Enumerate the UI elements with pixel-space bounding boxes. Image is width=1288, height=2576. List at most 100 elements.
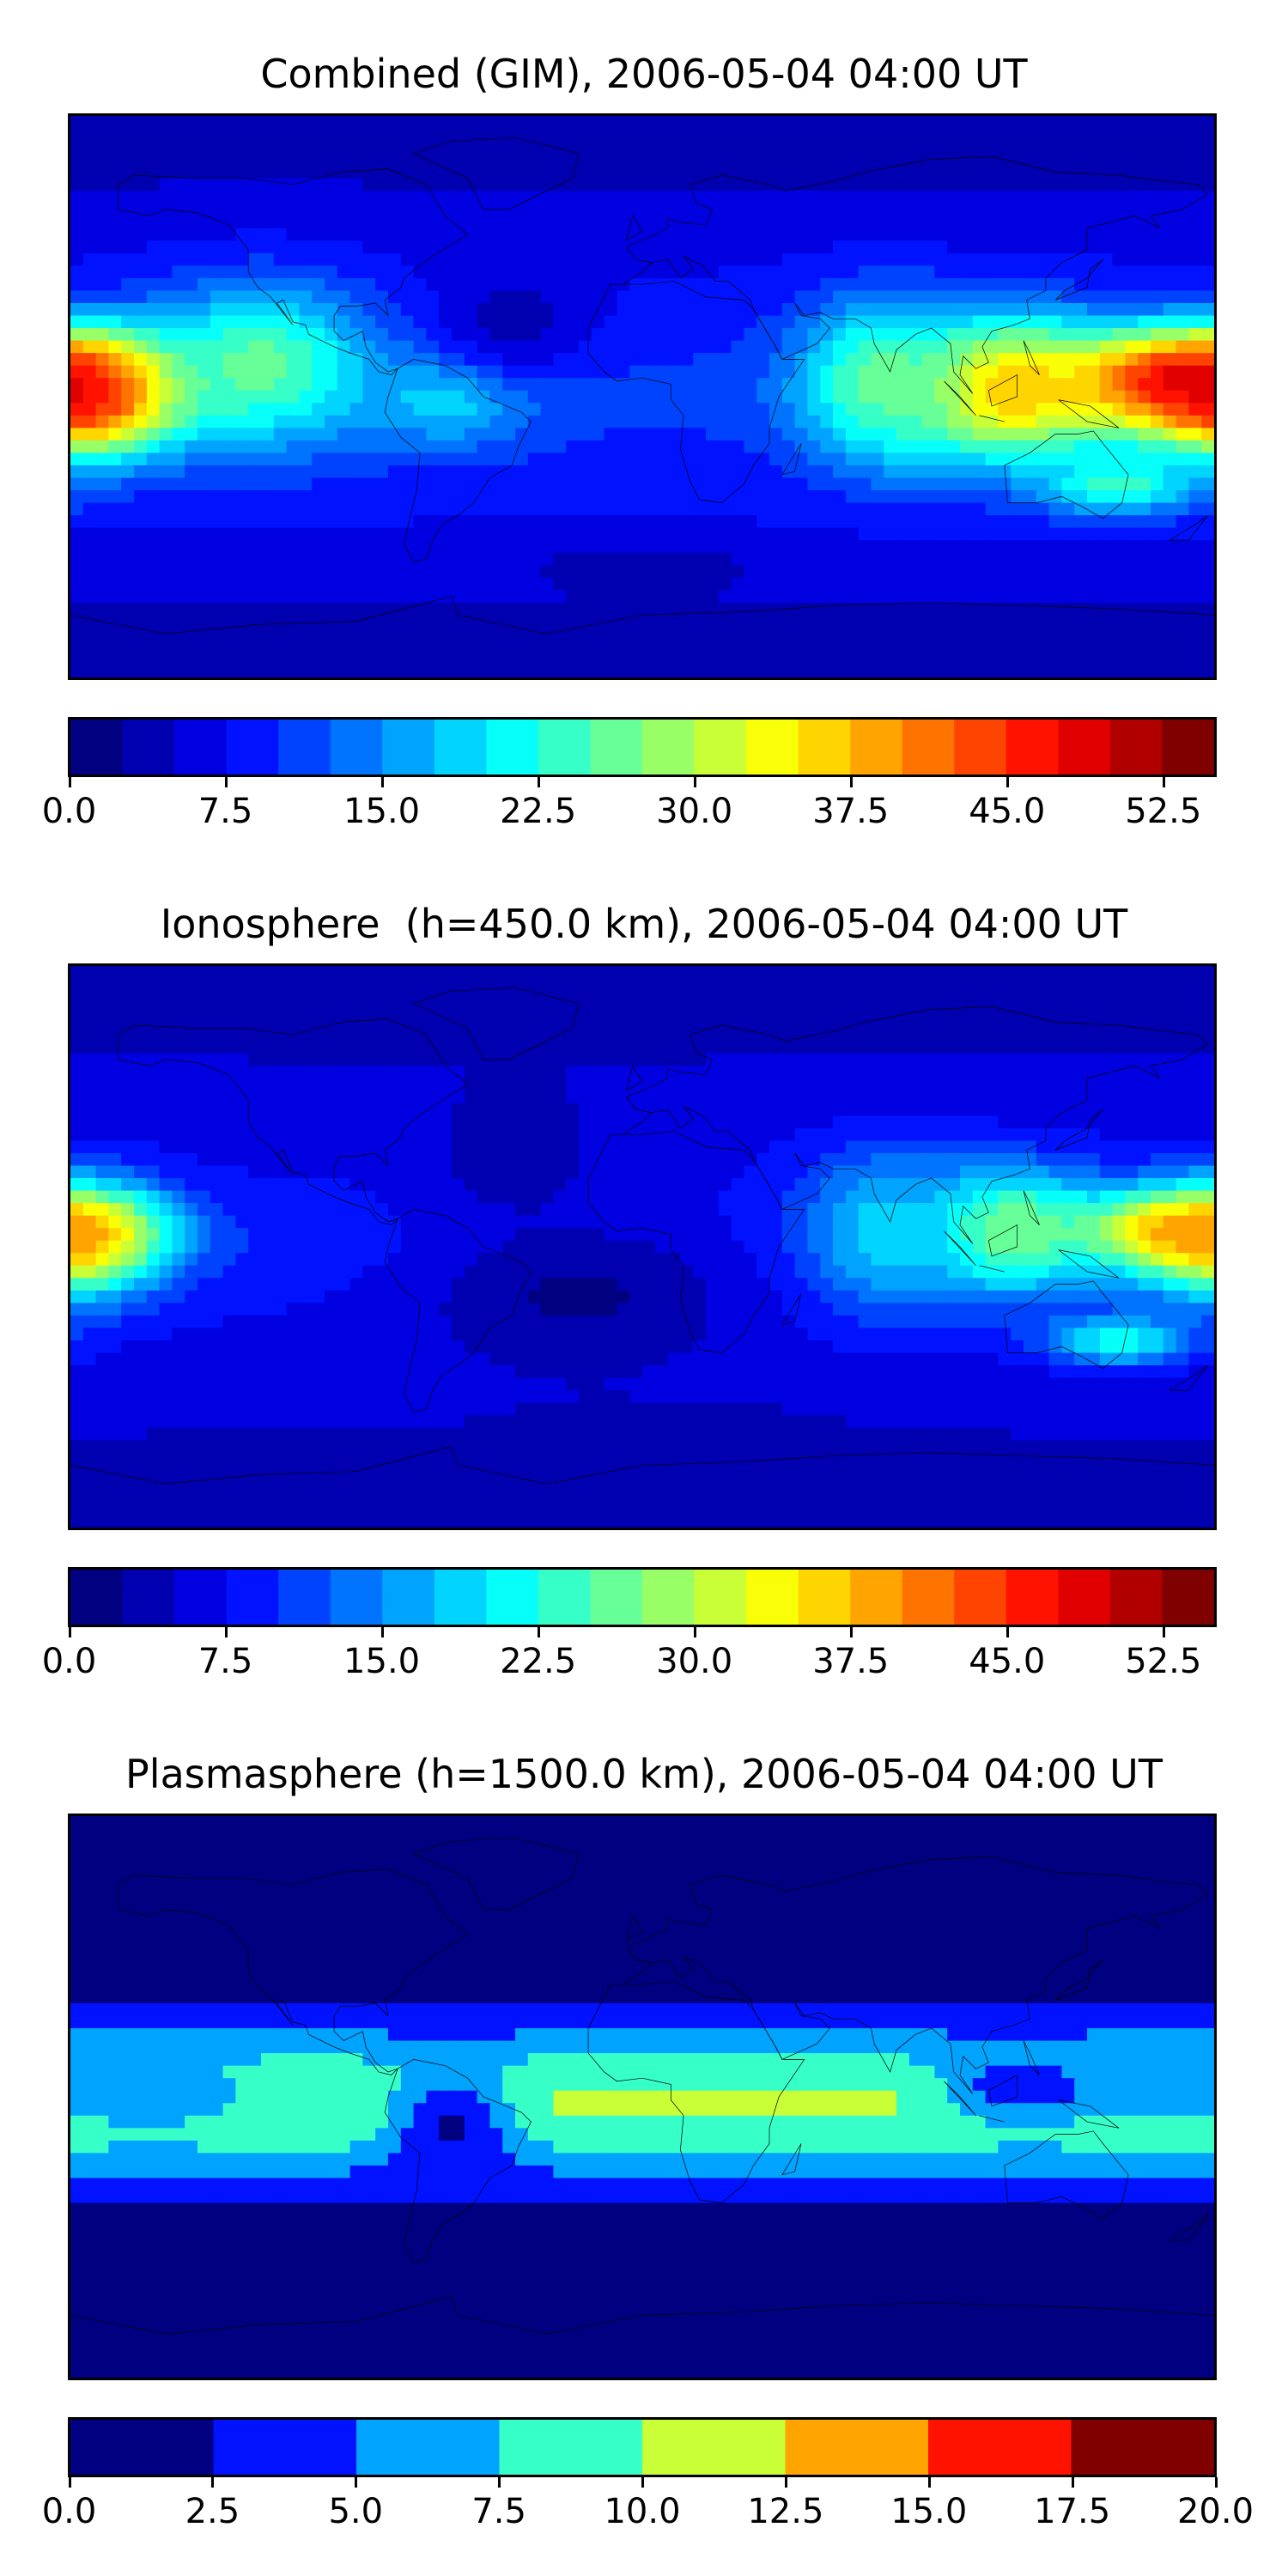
- field-cell: [1099, 665, 1114, 677]
- coastline: [611, 156, 1208, 393]
- field-cell: [1125, 415, 1139, 429]
- field-cell: [591, 153, 605, 167]
- field-cell: [82, 577, 97, 592]
- field-cell: [540, 652, 555, 666]
- field-cell: [452, 428, 465, 441]
- field-cell: [375, 665, 390, 677]
- field-cell: [261, 216, 275, 229]
- field-cell: [807, 228, 822, 242]
- field-cell: [896, 328, 910, 342]
- field-cell: [185, 252, 199, 267]
- field-cell: [146, 453, 161, 467]
- field-cell: [629, 552, 644, 567]
- field-cell: [934, 453, 949, 467]
- field-cell: [820, 191, 835, 204]
- field-cell: [146, 665, 161, 677]
- field-cell: [1112, 265, 1127, 280]
- field-cell: [566, 453, 580, 467]
- field-cell: [439, 966, 453, 980]
- field-cell: [845, 178, 860, 192]
- field-cell: [1163, 1053, 1177, 1067]
- field-cell: [908, 966, 923, 980]
- field-cell: [273, 240, 288, 254]
- field-cell: [489, 652, 504, 666]
- field-cell: [70, 153, 84, 167]
- field-cell: [1048, 966, 1063, 980]
- field-cell: [1024, 340, 1037, 355]
- field-cell: [185, 166, 199, 179]
- field-cell: [642, 627, 656, 641]
- field-cell: [667, 315, 682, 330]
- field-cell: [667, 252, 682, 267]
- field-cell: [426, 978, 440, 993]
- field-cell: [299, 540, 313, 554]
- field-cell: [744, 153, 758, 167]
- field-cell: [197, 415, 211, 429]
- field-cell: [464, 166, 478, 179]
- field-cell: [82, 290, 97, 305]
- field-cell: [312, 428, 326, 441]
- field-cell: [312, 365, 326, 380]
- field-cell: [706, 191, 720, 204]
- field-cell: [82, 640, 97, 654]
- field-cell: [604, 141, 618, 155]
- field-cell: [794, 1028, 809, 1042]
- field-cell: [654, 1041, 669, 1054]
- field-cell: [921, 415, 936, 429]
- field-cell: [502, 652, 517, 666]
- field-cell: [312, 265, 326, 280]
- field-cell: [235, 552, 250, 567]
- field-cell: [439, 453, 453, 467]
- field-cell: [1099, 378, 1114, 392]
- field-cell: [731, 565, 745, 579]
- field-cell: [527, 1041, 542, 1054]
- field-cell: [400, 340, 415, 355]
- field-cell: [1151, 465, 1164, 479]
- field-cell: [1074, 328, 1089, 342]
- field-cell: [706, 252, 720, 267]
- field-cell: [362, 290, 377, 305]
- field-cell: [452, 515, 465, 529]
- field-cell: [934, 290, 949, 305]
- field-cell: [1011, 340, 1025, 355]
- field-cell: [934, 1016, 949, 1030]
- field-cell: [718, 477, 732, 492]
- field-cell: [1099, 141, 1114, 155]
- field-cell: [349, 365, 364, 380]
- field-cell: [820, 540, 835, 554]
- field-cell: [1099, 477, 1114, 492]
- field-cell: [502, 240, 517, 254]
- field-cell: [172, 415, 186, 429]
- field-cell: [896, 565, 910, 579]
- field-cell: [1176, 116, 1190, 130]
- field-cell: [604, 1041, 618, 1054]
- field-cell: [273, 1028, 288, 1042]
- field-cell: [960, 277, 974, 292]
- field-cell: [680, 340, 695, 355]
- field-cell: [667, 665, 682, 677]
- field-cell: [235, 1053, 250, 1067]
- field-cell: [654, 415, 669, 429]
- field-cell: [579, 428, 592, 441]
- field-cell: [388, 415, 402, 429]
- field-cell: [629, 577, 644, 592]
- field-cell: [1176, 378, 1190, 392]
- field-cell: [235, 390, 250, 404]
- field-cell: [70, 1053, 84, 1067]
- field-cell: [680, 141, 695, 155]
- field-cell: [185, 265, 199, 280]
- field-cell: [1176, 166, 1190, 179]
- field-cell: [706, 477, 720, 492]
- field-cell: [629, 1066, 644, 1079]
- field-cell: [540, 415, 555, 429]
- field-cell: [871, 315, 885, 330]
- field-cell: [756, 277, 771, 292]
- field-cell: [413, 277, 428, 292]
- field-cell: [540, 590, 555, 604]
- field-cell: [972, 203, 987, 217]
- field-cell: [108, 1016, 123, 1030]
- field-cell: [820, 552, 835, 567]
- field-cell: [604, 191, 618, 204]
- field-cell: [248, 203, 263, 217]
- field-cell: [248, 303, 263, 317]
